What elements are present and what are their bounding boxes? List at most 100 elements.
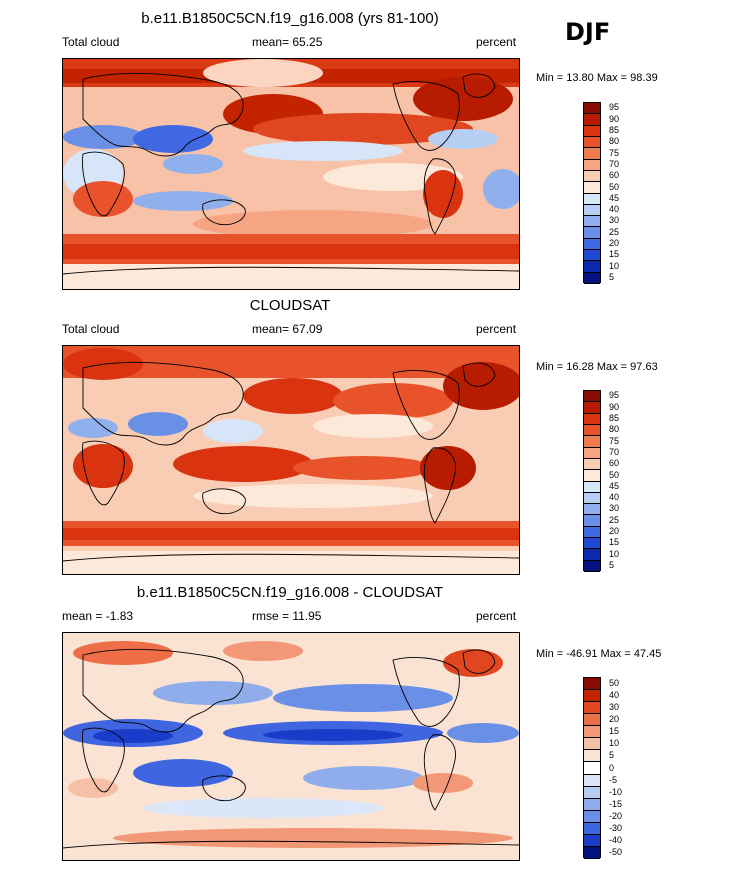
colorbar-tick-label: -20 <box>609 810 623 821</box>
colorbar-swatch <box>584 492 600 505</box>
panel-2-map <box>62 345 520 575</box>
colorbar-tick-label: 20 <box>609 714 620 725</box>
colorbar-swatch <box>584 481 600 493</box>
colorbar-swatch <box>584 391 600 403</box>
colorbar-swatch <box>584 834 600 847</box>
panel-2-title: CLOUDSAT <box>249 297 331 314</box>
colorbar-swatch <box>584 560 600 572</box>
panel-3-coastlines <box>63 648 519 849</box>
colorbar-tick-label: 90 <box>609 401 620 412</box>
colorbar-swatch <box>584 504 600 516</box>
colorbar-tick-label: 95 <box>609 390 620 401</box>
colorbar-swatch <box>584 470 600 482</box>
colorbar-swatch <box>584 216 600 228</box>
colorbar-tick-label: 75 <box>609 147 620 158</box>
colorbar-swatch <box>584 182 600 194</box>
colorbar-tick-label: 50 <box>609 181 620 192</box>
panel-3-title: b.e11.B1850C5CN.f19_g16.008 - CLOUDSAT <box>136 584 444 601</box>
colorbar-swatch <box>584 822 600 835</box>
colorbar-swatch <box>584 726 600 739</box>
panel-2-variable-label: Total cloud <box>62 322 120 336</box>
colorbar-tick-label: 85 <box>609 412 620 423</box>
colorbar-tick-label: 60 <box>609 458 620 469</box>
colorbar-tick-label: -10 <box>609 786 623 797</box>
colorbar-swatch <box>584 250 600 262</box>
panel-1-variable-label: Total cloud <box>62 35 120 49</box>
colorbar-swatch <box>584 424 600 437</box>
colorbar-swatch <box>584 750 600 763</box>
colorbar-swatch <box>584 402 600 414</box>
colorbar-swatch <box>584 538 600 550</box>
colorbar-tick-label: -15 <box>609 798 623 809</box>
colorbar-swatch <box>584 136 600 149</box>
colorbar-swatch <box>584 762 600 775</box>
panel-2-mean-label: mean= 67.09 <box>252 322 323 336</box>
colorbar-swatch <box>584 227 600 239</box>
colorbar-swatch <box>584 690 600 703</box>
panel-2-coastlines <box>63 361 519 562</box>
panel-2-colorbar <box>583 390 601 572</box>
panel-3-units-label: percent <box>476 609 517 623</box>
colorbar-tick-label: 50 <box>609 678 620 689</box>
colorbar-tick-label: -5 <box>609 774 618 785</box>
colorbar-swatch <box>584 786 600 799</box>
colorbar-tick-label: 75 <box>609 435 620 446</box>
colorbar-swatch <box>584 515 600 527</box>
colorbar-swatch <box>584 170 600 183</box>
panel-1-title: b.e11.B1850C5CN.f19_g16.008 (yrs 81-100) <box>141 10 439 27</box>
panel-2-units-label: percent <box>476 322 517 336</box>
colorbar-tick-label: 0 <box>609 762 615 773</box>
colorbar-swatch <box>584 810 600 823</box>
colorbar-swatch <box>584 526 600 539</box>
colorbar-swatch <box>584 238 600 251</box>
colorbar-tick-label: 15 <box>609 537 620 548</box>
colorbar-swatch <box>584 846 600 859</box>
colorbar-swatch <box>584 702 600 715</box>
colorbar-swatch <box>584 159 600 171</box>
panel-1-minmax: Min = 13.80 Max = 98.39 <box>536 72 658 84</box>
colorbar-tick-label: 50 <box>609 469 620 480</box>
colorbar-tick-label: 5 <box>609 272 615 282</box>
colorbar-tick-label: 80 <box>609 136 620 147</box>
colorbar-tick-label: 10 <box>609 738 620 749</box>
colorbar-tick-label: 30 <box>609 215 620 226</box>
colorbar-swatch <box>584 738 600 751</box>
colorbar-swatch <box>584 678 600 691</box>
season-label: DJF <box>565 18 611 46</box>
colorbar-swatch <box>584 272 600 284</box>
panel-2-contour-field <box>63 346 519 574</box>
colorbar-swatch <box>584 774 600 787</box>
colorbar-swatch <box>584 413 600 425</box>
colorbar-tick-label: 15 <box>609 249 620 260</box>
colorbar-tick-label: -50 <box>609 847 623 857</box>
panel-3-map <box>62 632 520 861</box>
colorbar-swatch <box>584 798 600 811</box>
panel-1-contour-field <box>63 59 519 289</box>
panel-1-coastlines <box>63 72 519 275</box>
panel-3-contour-field <box>63 633 519 860</box>
colorbar-tick-label: 45 <box>609 192 620 203</box>
panel-2-minmax: Min = 16.28 Max = 97.63 <box>536 361 658 373</box>
colorbar-tick-label: 40 <box>609 204 620 215</box>
panel-3-minmax: Min = -46.91 Max = 47.45 <box>536 648 662 660</box>
colorbar-tick-label: -40 <box>609 834 623 845</box>
colorbar-swatch <box>584 261 600 273</box>
colorbar-swatch <box>584 204 600 217</box>
colorbar-tick-label: -30 <box>609 822 623 833</box>
panel-1-mean-label: mean= 65.25 <box>252 35 323 49</box>
colorbar-swatch <box>584 103 600 115</box>
colorbar-swatch <box>584 714 600 727</box>
panel-1-map <box>62 58 520 290</box>
colorbar-tick-label: 20 <box>609 238 620 249</box>
panel-1-colorbar <box>583 102 601 284</box>
colorbar-swatch <box>584 125 600 137</box>
colorbar-swatch <box>584 458 600 471</box>
colorbar-tick-label: 20 <box>609 526 620 537</box>
panel-3-colorbar <box>583 677 601 859</box>
colorbar-tick-label: 5 <box>609 750 615 761</box>
colorbar-tick-label: 5 <box>609 560 615 570</box>
colorbar-tick-label: 25 <box>609 514 620 525</box>
colorbar-swatch <box>584 148 600 160</box>
colorbar-tick-label: 90 <box>609 113 620 124</box>
colorbar-tick-label: 80 <box>609 424 620 435</box>
